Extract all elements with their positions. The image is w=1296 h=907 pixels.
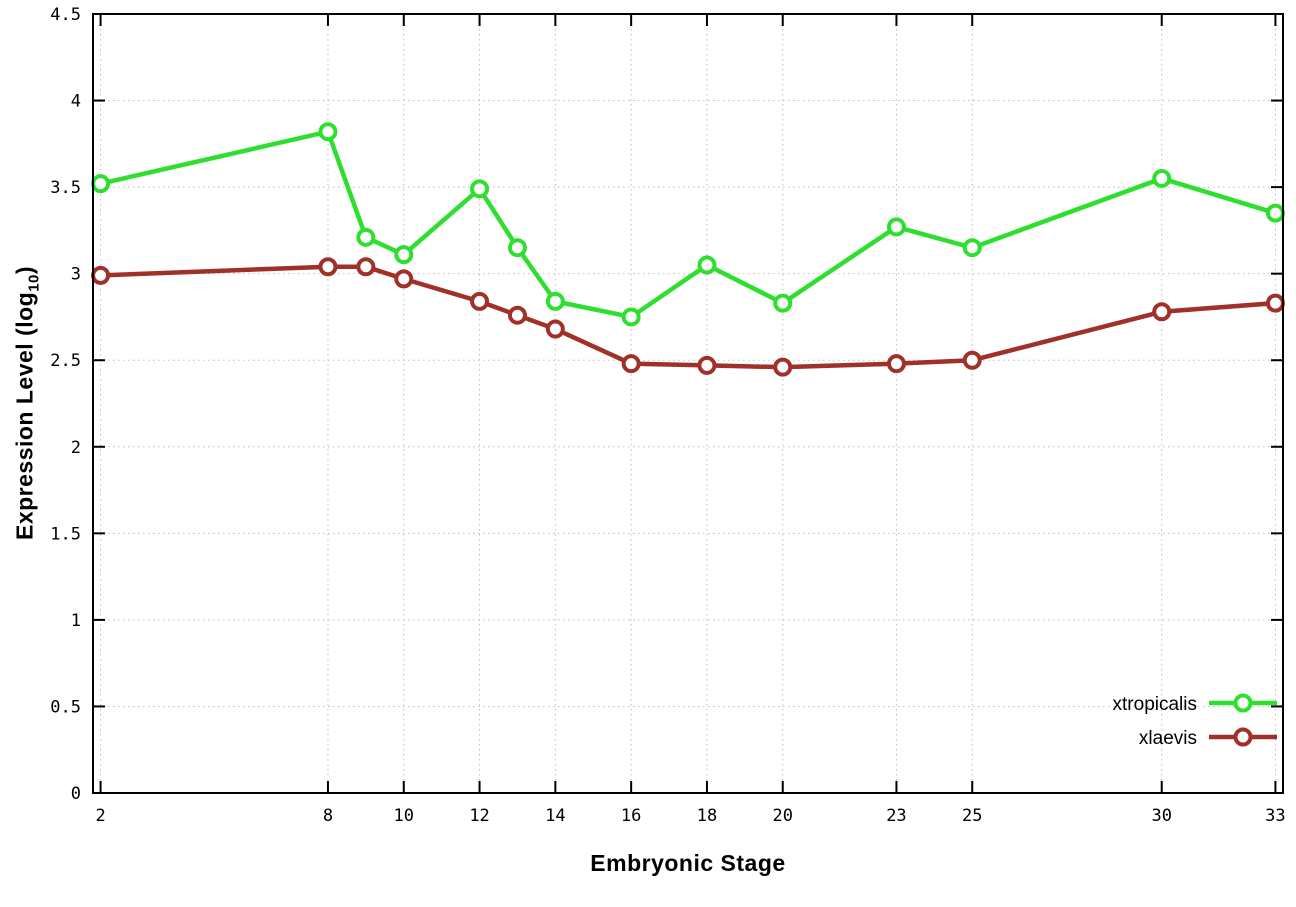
data-point-marker-xtropicalis — [545, 291, 565, 311]
series-line-xtropicalis — [98, 129, 1278, 320]
x-tick-label: 16 — [621, 806, 641, 826]
y-tick-label: 4.5 — [50, 5, 81, 25]
x-tick-label: 18 — [697, 806, 717, 826]
x-tick-label: 2 — [95, 806, 105, 826]
data-point-marker-xtropicalis — [773, 293, 793, 313]
x-tick-label: 33 — [1265, 806, 1285, 826]
data-point-marker-xtropicalis — [886, 217, 906, 237]
y-axis-title-suffix: ) — [11, 265, 38, 275]
x-tick-label: 25 — [962, 806, 982, 826]
data-point-marker-xlaevis — [697, 355, 717, 375]
y-tick-label: 0 — [71, 784, 81, 804]
data-point-marker-xlaevis — [773, 357, 793, 377]
data-point-marker-xlaevis — [962, 350, 982, 370]
data-point-marker-xtropicalis — [697, 255, 717, 275]
y-tick-label: 1 — [71, 611, 81, 631]
data-point-marker-xtropicalis — [962, 238, 982, 258]
x-tick-label: 12 — [469, 806, 489, 826]
legend-marker-xtropicalis — [1233, 693, 1253, 713]
y-tick-label: 3 — [71, 265, 81, 285]
x-tick-label: 20 — [773, 806, 793, 826]
data-point-marker-xtropicalis — [318, 122, 338, 142]
x-axis-title: Embryonic Stage — [590, 850, 786, 876]
data-point-marker-xtropicalis — [356, 227, 376, 247]
y-tick-label: 1.5 — [50, 524, 81, 544]
legend-label-xtropicalis: xtropicalis — [1113, 694, 1197, 715]
x-tick-label: 10 — [394, 806, 414, 826]
x-tick-label: 8 — [323, 806, 333, 826]
x-tick-label: 23 — [886, 806, 906, 826]
data-point-marker-xlaevis — [91, 265, 111, 285]
y-tick-label: 0.5 — [50, 697, 81, 717]
y-axis-title-main: Expression Level (log — [11, 291, 38, 541]
data-point-marker-xlaevis — [1152, 302, 1172, 322]
data-point-marker-xtropicalis — [507, 238, 527, 258]
y-tick-label: 4 — [71, 92, 81, 112]
legend-label-xlaevis: xlaevis — [1139, 728, 1197, 749]
data-point-marker-xtropicalis — [470, 179, 490, 199]
data-point-marker-xlaevis — [318, 257, 338, 277]
data-point-marker-xlaevis — [356, 257, 376, 277]
data-point-marker-xtropicalis — [1265, 203, 1285, 223]
data-point-marker-xlaevis — [507, 305, 527, 325]
data-point-marker-xlaevis — [1265, 293, 1285, 313]
plot-border — [92, 13, 1284, 794]
data-point-marker-xtropicalis — [1152, 168, 1172, 188]
data-point-marker-xlaevis — [470, 291, 490, 311]
data-point-marker-xlaevis — [621, 354, 641, 374]
data-point-marker-xlaevis — [886, 354, 906, 374]
x-tick-label: 30 — [1151, 806, 1171, 826]
data-point-marker-xtropicalis — [394, 245, 414, 265]
data-point-marker-xlaevis — [394, 269, 414, 289]
data-point-marker-xtropicalis — [621, 307, 641, 327]
x-tick-label: 14 — [545, 806, 565, 826]
y-tick-label: 2.5 — [50, 351, 81, 371]
series-line-xlaevis — [98, 264, 1278, 370]
y-axis-title-subscript: 10 — [25, 274, 43, 292]
y-tick-label: 2 — [71, 438, 81, 458]
legend-marker-xlaevis — [1233, 727, 1253, 747]
data-point-marker-xtropicalis — [91, 174, 111, 194]
y-axis-title: Expression Level (log10) — [12, 266, 43, 540]
y-tick-label: 3.5 — [50, 178, 81, 198]
data-point-marker-xlaevis — [545, 319, 565, 339]
